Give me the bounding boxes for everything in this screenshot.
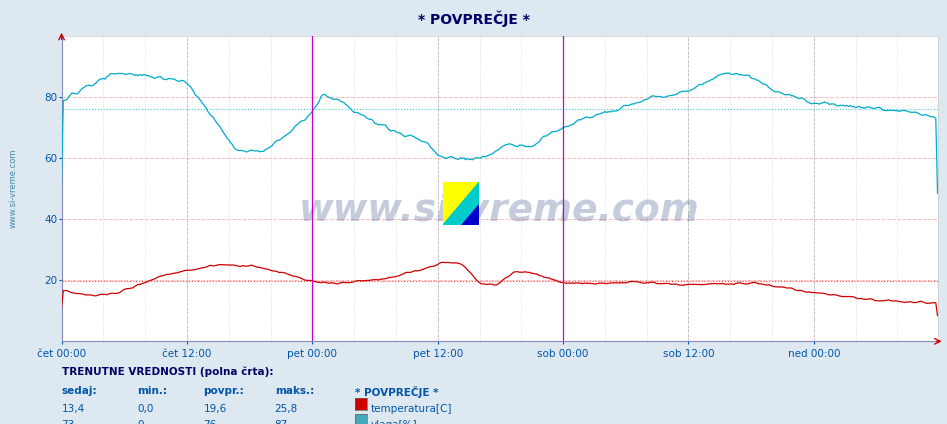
Text: povpr.:: povpr.: — [204, 386, 244, 396]
Text: vlaga[%]: vlaga[%] — [370, 420, 417, 424]
Text: 0: 0 — [137, 420, 144, 424]
Text: 19,6: 19,6 — [204, 404, 227, 414]
Text: temperatura[C]: temperatura[C] — [370, 404, 452, 414]
Polygon shape — [443, 182, 479, 225]
Text: 87: 87 — [275, 420, 288, 424]
Text: TRENUTNE VREDNOSTI (polna črta):: TRENUTNE VREDNOSTI (polna črta): — [62, 367, 273, 377]
Text: 76: 76 — [204, 420, 217, 424]
Text: 25,8: 25,8 — [275, 404, 298, 414]
Polygon shape — [461, 204, 479, 225]
Polygon shape — [443, 182, 479, 225]
Text: maks.:: maks.: — [275, 386, 313, 396]
Text: min.:: min.: — [137, 386, 168, 396]
Text: www.si-vreme.com: www.si-vreme.com — [299, 192, 700, 228]
Text: www.si-vreme.com: www.si-vreme.com — [9, 149, 18, 229]
Text: * POVPREČJE *: * POVPREČJE * — [355, 386, 438, 398]
Text: sedaj:: sedaj: — [62, 386, 98, 396]
Text: 73: 73 — [62, 420, 75, 424]
Text: * POVPREČJE *: * POVPREČJE * — [418, 11, 529, 27]
Text: 13,4: 13,4 — [62, 404, 85, 414]
Text: 0,0: 0,0 — [137, 404, 153, 414]
